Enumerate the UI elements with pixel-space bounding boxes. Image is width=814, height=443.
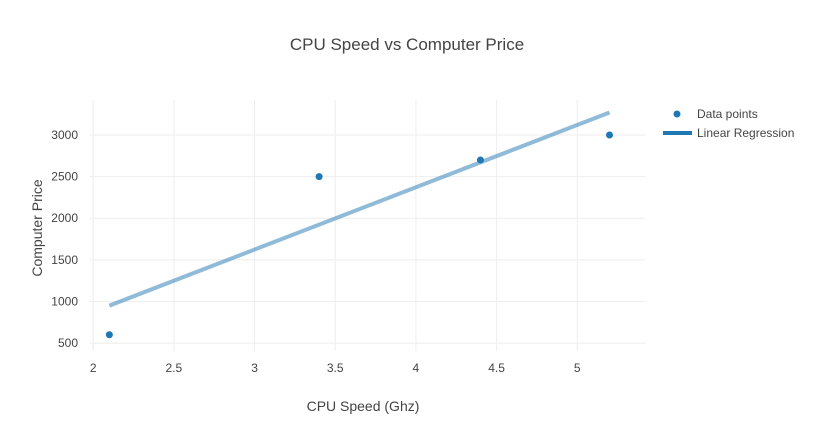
x-tick-label: 2 [90,361,97,375]
y-tick-label: 1000 [51,294,78,308]
chart-title: CPU Speed vs Computer Price [290,35,524,54]
x-axis-title: CPU Speed (Ghz) [307,398,420,414]
x-tick-label: 3.5 [327,361,344,375]
data-point [606,131,614,139]
x-tick-label: 2.5 [166,361,183,375]
y-axis-title: Computer Price [29,179,45,276]
x-tick-label: 4 [413,361,420,375]
x-tick-label: 4.5 [488,361,505,375]
data-point [105,331,113,339]
legend[interactable]: Data points Linear Regression [663,107,794,140]
y-tick-label: 500 [58,336,78,350]
regression-line [108,110,611,308]
y-tick-label: 3000 [51,128,78,142]
legend-marker-icon [673,110,681,118]
legend-item-data-points[interactable]: Data points [673,107,758,121]
tick-layer: 2 2.5 3 3.5 4 4.5 5 500 1000 1500 2000 2500 3000 [51,128,581,375]
y-tick-label: 2500 [51,170,78,184]
series-layer [105,110,614,339]
x-tick-label: 5 [574,361,581,375]
legend-item-linear-regression[interactable]: Linear Regression [663,126,794,140]
data-point [476,156,484,164]
x-tick-label: 3 [251,361,258,375]
legend-label-linear-regression: Linear Regression [697,126,794,140]
data-point [315,173,323,181]
y-tick-label: 2000 [51,211,78,225]
legend-label-data-points: Data points [697,107,758,121]
y-tick-label: 1500 [51,253,78,267]
